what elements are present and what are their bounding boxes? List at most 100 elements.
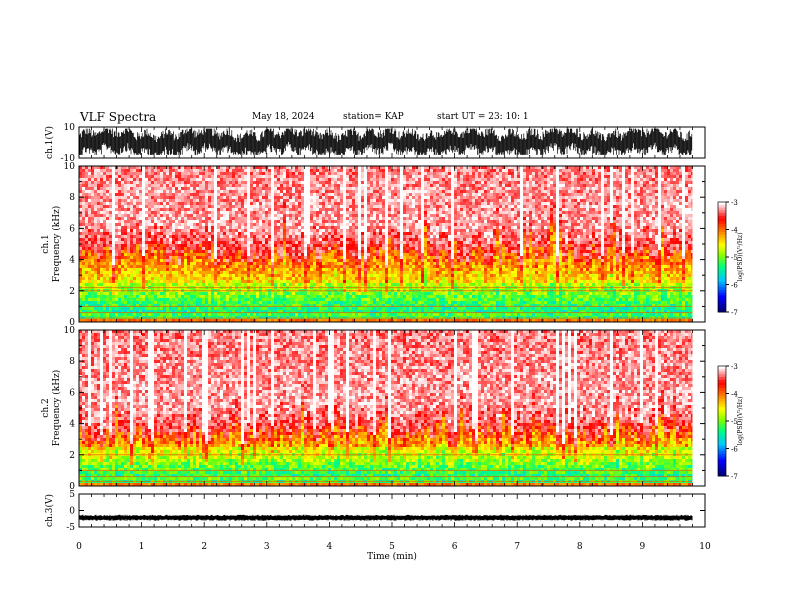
ch1-waveform-trace	[78, 128, 693, 155]
ch2-colorbar-segment	[718, 390, 726, 394]
ch2-colorbar-tick-label--5: -5	[731, 418, 738, 426]
ch2-colorbar-segment	[718, 437, 726, 441]
ch1-colorbar-segment	[718, 257, 726, 261]
ch1-colorbar-label: log(PSD)(V²/Hz)	[737, 233, 744, 282]
ch1-colorbar-tick-label--3: -3	[731, 199, 738, 207]
ch2-spectrogram-cells	[79, 330, 693, 486]
ch2-ytick-label-10: 10	[64, 326, 76, 336]
ch1-colorbar-tick-label--5: -5	[731, 254, 738, 262]
ch3-waveform-ytick-label-5: 5	[69, 490, 75, 500]
ch1-waveform-ylabel: ch.1(V)	[44, 126, 55, 159]
ch1-ytick-label-10: 10	[64, 162, 76, 172]
ch1-waveform-ytick-label--10: -10	[61, 154, 76, 164]
xtick-label-7: 7	[514, 542, 520, 552]
ch2-colorbar-segment	[718, 396, 726, 400]
date-label: May 18, 2024	[252, 112, 315, 122]
xtick-label-1: 1	[139, 542, 145, 552]
ch2-ylabel-frequency: Frequency (kHz)	[51, 370, 62, 447]
ch1-colorbar-segment	[718, 251, 726, 255]
ch1-spectrogram-cells	[79, 166, 693, 322]
ch2-colorbar-segment	[718, 440, 726, 444]
ch2-colorbar-segment	[718, 467, 726, 471]
ch2-colorbar-segment	[718, 459, 726, 463]
ch1-colorbar-segment	[718, 265, 726, 269]
xtick-label-3: 3	[264, 542, 270, 552]
ch1-colorbar-segment	[718, 207, 726, 211]
ch1-ytick-label-0: 0	[69, 318, 75, 328]
xtick-label-9: 9	[640, 542, 646, 552]
ch1-colorbar-tick-label--4: -4	[731, 227, 738, 235]
ch1-colorbar-segment	[718, 309, 726, 313]
ch2-colorbar-segment	[718, 443, 726, 447]
ch1-colorbar-segment	[718, 279, 726, 283]
ch1-colorbar-tick-label--7: -7	[731, 309, 738, 317]
ch2-ytick-label-6: 6	[69, 388, 75, 398]
ch1-colorbar-segment	[718, 259, 726, 263]
ch1-colorbar-segment	[718, 254, 726, 258]
ch1-colorbar-segment	[718, 210, 726, 214]
ch1-colorbar-segment	[718, 270, 726, 274]
xtick-label-2: 2	[201, 542, 207, 552]
ch2-colorbar-segment	[718, 421, 726, 425]
ch1-colorbar-segment	[718, 218, 726, 222]
ch2-colorbar-segment	[718, 465, 726, 469]
ch2-ylabel-channel: ch.2	[41, 398, 51, 417]
start-time-label: start UT = 23: 10: 1	[437, 112, 529, 122]
ch1-colorbar-segment	[718, 243, 726, 247]
ch2-colorbar-segment	[718, 385, 726, 389]
ch2-ytick-label-4: 4	[69, 420, 75, 430]
ch1-colorbar-segment	[718, 237, 726, 241]
ch1-ylabel-frequency: Frequency (kHz)	[51, 206, 62, 283]
ch2-colorbar-segment	[718, 366, 726, 370]
ch2-colorbar-segment	[718, 470, 726, 474]
ch2-colorbar-segment	[718, 432, 726, 436]
ch3-waveform-ylabel: ch.3(V)	[44, 494, 55, 527]
ch2-ytick-label-2: 2	[69, 451, 75, 461]
ch1-colorbar-segment	[718, 224, 726, 228]
ch2-colorbar-segment	[718, 429, 726, 433]
ch2-colorbar-segment	[718, 388, 726, 392]
ch2-colorbar-tick-label--3: -3	[731, 363, 738, 371]
ch2-colorbar-segment	[718, 462, 726, 466]
xtick-label-8: 8	[577, 542, 583, 552]
x-axis-label: Time (min)	[367, 551, 417, 562]
ch2-colorbar-segment	[718, 407, 726, 411]
ch2-colorbar-segment	[718, 418, 726, 422]
ch1-colorbar-segment	[718, 287, 726, 291]
ch2-colorbar-segment	[718, 371, 726, 375]
ch2-colorbar-segment	[718, 415, 726, 419]
ch2-colorbar-segment	[718, 434, 726, 438]
ch1-colorbar-segment	[718, 301, 726, 305]
xtick-label-10: 10	[699, 542, 711, 552]
xtick-label-0: 0	[76, 542, 82, 552]
ch1-colorbar-segment	[718, 215, 726, 219]
ch2-colorbar-segment	[718, 412, 726, 416]
ch2-colorbar-segment	[718, 473, 726, 477]
ch1-colorbar-segment	[718, 213, 726, 217]
ch2-colorbar-segment	[718, 448, 726, 452]
ch1-colorbar-segment	[718, 204, 726, 208]
xtick-label-6: 6	[452, 542, 458, 552]
ch1-colorbar-segment	[718, 292, 726, 296]
xtick-label-4: 4	[327, 542, 333, 552]
ch2-colorbar-segment	[718, 456, 726, 460]
ch2-colorbar-segment	[718, 368, 726, 372]
ch1-colorbar-segment	[718, 202, 726, 206]
ch2-ytick-label-8: 8	[69, 357, 75, 367]
ch1-colorbar-segment	[718, 240, 726, 244]
ch1-colorbar-segment	[718, 246, 726, 250]
figure-title: VLF Spectra	[80, 110, 156, 124]
ch1-colorbar-segment	[718, 248, 726, 252]
ch2-colorbar-segment	[718, 423, 726, 427]
ch1-colorbar-segment	[718, 273, 726, 277]
ch2-colorbar-segment	[718, 393, 726, 397]
ch2-colorbar-segment	[718, 374, 726, 378]
ch2-colorbar-segment	[718, 404, 726, 408]
ch2-colorbar-segment	[718, 399, 726, 403]
xtick-label-5: 5	[389, 542, 395, 552]
ch1-colorbar-segment	[718, 235, 726, 239]
ch1-colorbar-segment	[718, 303, 726, 307]
ch2-colorbar-segment	[718, 382, 726, 386]
ch2-colorbar-segment	[718, 377, 726, 381]
